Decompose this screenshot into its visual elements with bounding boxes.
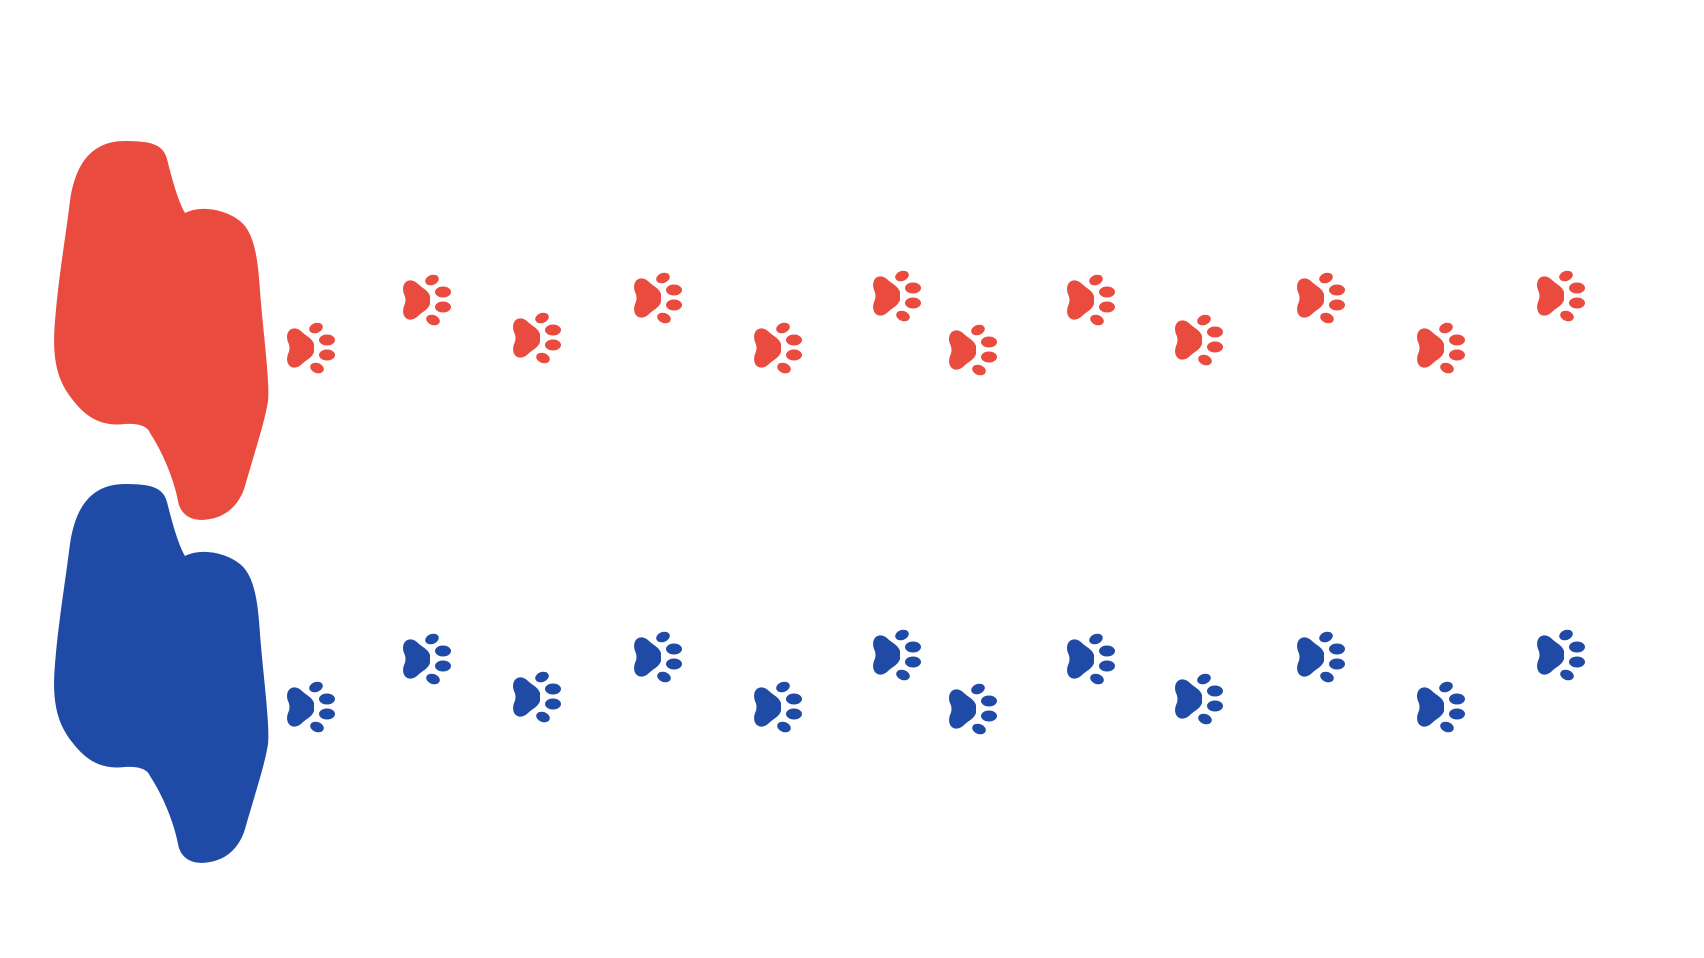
paw-print-icon <box>1537 268 1585 324</box>
paw-print-icon <box>513 310 561 366</box>
paw-print-icon <box>403 272 451 328</box>
paw-print-icon <box>634 629 682 685</box>
paw-print-icon <box>513 669 561 725</box>
paw-print-icon <box>873 268 921 324</box>
paw-print-icon <box>1175 671 1223 727</box>
paw-print-icon <box>634 270 682 326</box>
paw-print-icon <box>1297 270 1345 326</box>
blue-track-blob-shape <box>54 484 269 863</box>
red-track-blob-shape <box>54 141 269 520</box>
paw-print-icon <box>1417 320 1465 376</box>
red-track <box>54 141 1585 520</box>
paw-print-icon <box>1417 679 1465 735</box>
paw-print-icon <box>949 322 997 378</box>
paw-print-icon <box>1067 631 1115 687</box>
paw-print-icon <box>1297 629 1345 685</box>
paw-print-icon <box>754 320 802 376</box>
paw-print-icon <box>1537 627 1585 683</box>
paw-print-icon <box>754 679 802 735</box>
paw-print-icon <box>1067 272 1115 328</box>
paw-print-icon <box>873 627 921 683</box>
paw-print-icon <box>1175 312 1223 368</box>
paw-print-icon <box>403 631 451 687</box>
blue-track <box>54 484 1585 863</box>
paw-print-icon <box>287 679 335 735</box>
paw-print-icon <box>949 681 997 737</box>
paw-print-icon <box>287 320 335 376</box>
